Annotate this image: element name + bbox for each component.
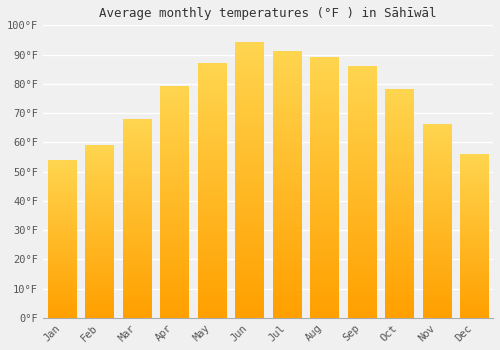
Bar: [460, 154, 488, 318]
Bar: [235, 43, 264, 318]
Bar: [348, 66, 376, 318]
Bar: [385, 90, 414, 318]
Bar: [272, 51, 301, 318]
Bar: [310, 57, 338, 318]
Title: Average monthly temperatures (°F ) in Sāhīwāl: Average monthly temperatures (°F ) in Sā…: [100, 7, 437, 20]
Bar: [422, 125, 451, 318]
Bar: [85, 145, 114, 318]
Bar: [122, 119, 151, 318]
Bar: [160, 87, 188, 318]
Bar: [48, 160, 76, 318]
Bar: [198, 63, 226, 318]
